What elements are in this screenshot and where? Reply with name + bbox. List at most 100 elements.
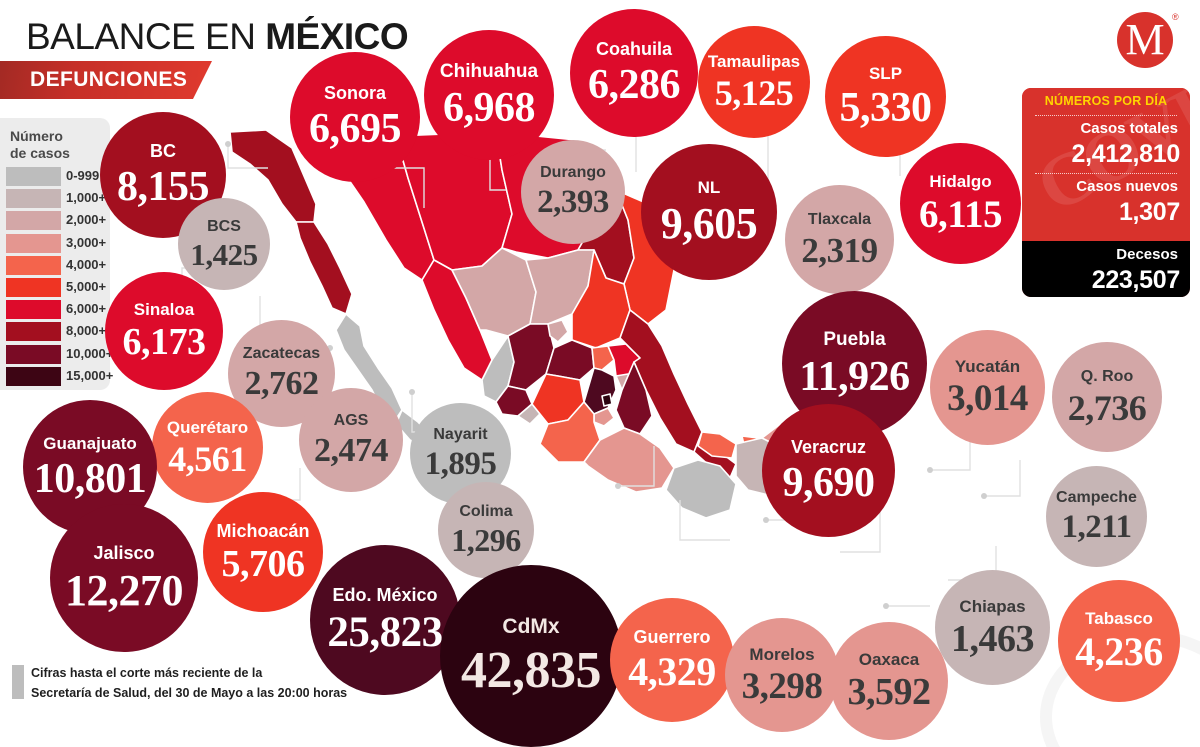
state-bubble-value: 1,463 <box>951 617 1035 660</box>
state-bubble[interactable]: Sinaloa 6,173 <box>105 272 223 390</box>
state-bubble[interactable]: Tabasco 4,236 <box>1058 580 1180 702</box>
legend-swatch <box>6 167 61 186</box>
state-bubble[interactable]: BCS 1,425 <box>178 198 270 290</box>
legend-item: 2,000+ <box>6 210 110 232</box>
state-bubble-value: 2,474 <box>314 431 389 469</box>
state-bubble[interactable]: Yucatán 3,014 <box>930 330 1045 445</box>
stat-label-casos-totales: Casos totales <box>1080 120 1178 137</box>
state-bubble-value: 6,115 <box>918 193 1003 236</box>
state-bubble[interactable]: Q. Roo 2,736 <box>1052 342 1162 452</box>
state-bubble-value: 12,270 <box>65 565 184 615</box>
state-bubble[interactable]: Chihuahua 6,968 <box>424 30 554 160</box>
state-bubble[interactable]: Tlaxcala 2,319 <box>785 185 894 294</box>
state-bubble-name: Querétaro <box>166 417 249 437</box>
stat-value-decesos: 223,507 <box>1091 266 1181 294</box>
state-bubble-name: Puebla <box>823 328 886 350</box>
state-bubble-name: BC <box>150 141 176 161</box>
stat-value-casos-totales: 2,412,810 <box>1071 140 1180 168</box>
legend-swatch <box>6 277 61 297</box>
state-bubble-name: Nayarit <box>433 425 488 443</box>
stats-heading: NÚMEROS POR DÍA <box>1044 94 1168 108</box>
state-bubble[interactable]: Coahuila 6,286 <box>570 9 698 137</box>
state-bubble-name: Colima <box>459 503 513 520</box>
state-bubble-name: Chihuahua <box>439 60 539 82</box>
state-bubble-value: 6,695 <box>309 106 402 152</box>
legend-title: Número de casos <box>10 128 70 161</box>
state-bubble-value: 2,762 <box>244 365 320 402</box>
state-bubble-name: Sonora <box>323 83 386 103</box>
state-bubble[interactable]: Durango 2,393 <box>521 140 625 244</box>
milenio-logo[interactable] <box>1117 12 1173 68</box>
state-bubble-value: 11,926 <box>799 353 910 400</box>
footnote-text: Cifras hasta el corte más reciente de la… <box>31 666 348 700</box>
stats-black-section <box>1022 241 1190 297</box>
state-bubble-value: 5,330 <box>839 84 933 131</box>
state-bubble[interactable]: Morelos 3,298 <box>725 618 839 732</box>
registered-trademark-icon: ® <box>1172 12 1179 22</box>
legend-swatch <box>6 211 61 231</box>
daily-numbers-panel: COVID NÚMEROS POR DÍA Casos totales 2,41… <box>1022 88 1190 297</box>
state-bubble[interactable]: Campeche 1,211 <box>1046 466 1147 567</box>
state-bubble-name: Jalisco <box>93 542 155 563</box>
legend-label: 0-999 <box>66 168 100 183</box>
footnote-swatch <box>12 665 24 699</box>
state-bubble[interactable]: Jalisco 12,270 <box>50 504 198 652</box>
state-bubble[interactable]: Veracruz 9,690 <box>762 404 895 537</box>
state-bubble-name: Hidalgo <box>929 172 992 191</box>
stats-divider-2 <box>1035 173 1177 174</box>
stats-divider-1 <box>1035 115 1177 116</box>
page-title-light: BALANCE EN <box>26 16 266 57</box>
state-bubble-name: AGS <box>333 411 369 429</box>
state-bubble-name: Tlaxcala <box>807 210 872 228</box>
state-bubble[interactable]: Querétaro 4,561 <box>152 392 263 503</box>
state-bubble[interactable]: Oaxaca 3,592 <box>830 622 948 740</box>
state-bubble[interactable]: Hidalgo 6,115 <box>900 143 1021 264</box>
state-bubble-value: 1,211 <box>1061 508 1132 545</box>
legend-item: 6,000+ <box>6 299 110 321</box>
state-bubble-name: Guanajuato <box>43 433 137 453</box>
state-bubble-name: Campeche <box>1056 488 1137 506</box>
state-bubble-value: 3,298 <box>741 665 823 707</box>
page-title: BALANCE EN MÉXICO <box>26 16 409 58</box>
state-bubble-value: 8,155 <box>117 164 210 210</box>
state-bubble-value: 5,125 <box>714 73 794 113</box>
state-bubble-name: Durango <box>540 164 606 181</box>
legend-label: 10,000+ <box>66 345 114 361</box>
state-bubble[interactable]: NL 9,605 <box>641 144 777 280</box>
state-bubble[interactable]: Edo. México 25,823 <box>310 545 460 695</box>
state-bubble[interactable]: AGS 2,474 <box>299 388 403 492</box>
stat-label-decesos: Decesos <box>1116 246 1178 263</box>
state-bubble[interactable]: Colima 1,296 <box>438 482 534 578</box>
page-title-bold: MÉXICO <box>265 16 409 57</box>
state-bubble-value: 4,329 <box>628 649 716 694</box>
state-bubble-value: 1,296 <box>451 522 521 558</box>
state-bubble-name: Morelos <box>749 644 815 664</box>
state-bubble-name: Zacatecas <box>242 345 321 362</box>
legend-label: 8,000+ <box>66 323 107 339</box>
legend-swatch <box>6 189 61 209</box>
state-bubble-value: 42,835 <box>461 641 602 699</box>
state-bubble[interactable]: CdMx 42,835 <box>440 565 622 747</box>
stat-value-casos-nuevos: 1,307 <box>1118 198 1180 226</box>
state-bubble[interactable]: SLP 5,330 <box>825 36 946 157</box>
legend-label: 5,000+ <box>66 278 107 294</box>
state-bubble-name: SLP <box>868 63 903 83</box>
state-bubble-name: Sinaloa <box>133 300 195 319</box>
state-bubble-name: CdMx <box>502 614 560 638</box>
state-bubble[interactable]: Chiapas 1,463 <box>935 570 1050 685</box>
state-bubble-value: 3,014 <box>947 378 1028 419</box>
legend-swatch <box>6 255 61 275</box>
legend-label: 15,000+ <box>66 367 114 383</box>
state-bubble[interactable]: Tamaulipas 5,125 <box>698 26 810 138</box>
state-bubble[interactable]: Guerrero 4,329 <box>610 598 734 722</box>
state-bubble-value: 1,895 <box>424 445 497 482</box>
state-bubble-name: Coahuila <box>595 39 672 59</box>
legend-swatch <box>6 366 61 386</box>
state-bubble[interactable]: Michoacán 5,706 <box>203 492 323 612</box>
legend-item: 10,000+ <box>6 344 114 366</box>
legend-label: 4,000+ <box>66 256 107 272</box>
state-bubble[interactable]: Sonora 6,695 <box>290 52 420 182</box>
legend-swatch <box>6 344 61 364</box>
legend-swatch <box>6 300 61 320</box>
milenio-logo-letter: M <box>1125 15 1165 64</box>
